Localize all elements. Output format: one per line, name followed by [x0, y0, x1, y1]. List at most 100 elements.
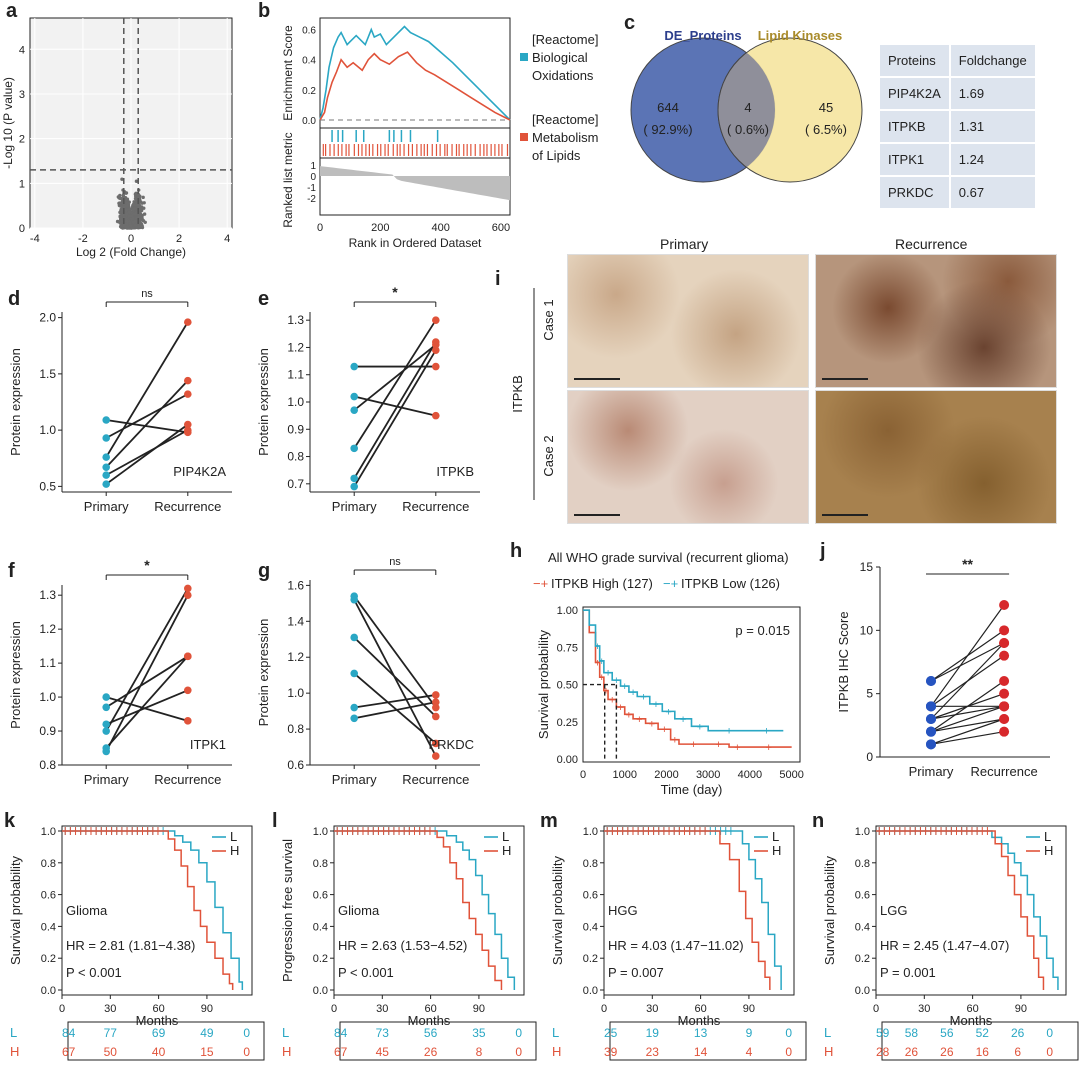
recurrence-point — [999, 600, 1010, 610]
y-tick-label: 0.0 — [855, 985, 870, 997]
table-cell: PIP4K2A — [880, 78, 949, 109]
table-row: PIP4K2A 1.69 — [880, 78, 1035, 109]
risk-table-cell-l: 59 — [876, 1026, 890, 1040]
legend-marker-low: −+ — [663, 576, 678, 591]
legend-label-l: L — [230, 829, 237, 844]
recurrence-point — [184, 420, 192, 429]
recurrence-point — [432, 691, 440, 699]
recurrence-point — [432, 698, 440, 706]
x-tick-label: 1000 — [612, 769, 636, 781]
primary-point — [350, 444, 359, 453]
y-tick-label: -1 — [307, 183, 316, 194]
recurrence-point — [432, 752, 440, 760]
venn-overlap — [717, 38, 775, 182]
y-axis-label: -Log 10 (P value) — [1, 77, 15, 169]
risk-table-cell-h: 4 — [746, 1045, 753, 1059]
p-value: P = 0.007 — [608, 965, 664, 980]
censor-mark: + — [665, 706, 671, 718]
km-curve-l — [876, 830, 1059, 990]
risk-table-cell-h: 26 — [424, 1045, 438, 1059]
y-tick-label: 0.2 — [583, 953, 598, 965]
volcano-point — [128, 207, 132, 211]
y-tick-label: 0.8 — [287, 722, 304, 736]
legend-text: Oxidations — [532, 68, 594, 83]
risk-table-cell-h: 45 — [376, 1045, 390, 1059]
foldchange-table: Proteins Foldchange PIP4K2A 1.69 ITPKB 1.31… — [878, 43, 1037, 210]
volcano-point — [120, 177, 124, 181]
x-axis-label: Months — [136, 1013, 179, 1028]
ihc-row-label: Case 1 — [541, 299, 556, 340]
table-cell: 1.69 — [950, 78, 1035, 109]
y-tick-label: 0.2 — [313, 953, 328, 965]
recurrence-point — [184, 428, 192, 437]
censor-mark: + — [636, 714, 642, 726]
significance-label: ** — [962, 556, 973, 572]
km-frame — [61, 825, 253, 996]
km-curve-l — [604, 830, 782, 990]
primary-point — [102, 471, 110, 479]
x-tick-label: -2 — [78, 233, 88, 245]
primary-point — [926, 726, 936, 737]
y-tick-label: 1.5 — [39, 367, 56, 381]
table-cell: ITPKB — [880, 111, 949, 142]
y-tick-label: 1.3 — [39, 588, 56, 602]
risk-table-cell-h: 26 — [905, 1045, 919, 1059]
pair-line — [353, 599, 437, 757]
censor-mark: + — [630, 687, 636, 699]
x-tick-label: Primary — [909, 764, 954, 779]
censor-mark: + — [672, 735, 678, 747]
primary-point — [102, 727, 110, 735]
recurrence-point — [432, 362, 440, 371]
x-tick-label: 200 — [371, 222, 389, 234]
legend-low: ITPKB Low (126) — [681, 576, 780, 591]
risk-table-row-label-l: L — [824, 1025, 831, 1040]
x-tick-label: 4000 — [738, 769, 762, 781]
x-tick-label: Primary — [84, 772, 129, 787]
y-tick-label: 0.6 — [583, 890, 598, 902]
risk-table-row-label-l: L — [552, 1025, 559, 1040]
venn-percent: ( 6.5%) — [805, 122, 847, 137]
x-tick-label: 0 — [317, 222, 323, 234]
ihc-row-label: Case 2 — [541, 435, 556, 476]
primary-point — [350, 482, 359, 491]
ihc-image-case2-recurrence — [815, 390, 1057, 524]
y-tick-label: 15 — [860, 560, 874, 574]
recurrence-point — [432, 739, 440, 748]
km-curve-low — [583, 609, 784, 732]
y-tick-label: 0.4 — [313, 921, 328, 933]
risk-table-cell-l: 0 — [515, 1026, 522, 1040]
table-header-cell: Foldchange — [950, 45, 1035, 76]
primary-point — [102, 453, 110, 461]
risk-table-cell-l: 9 — [746, 1026, 753, 1040]
primary-point — [350, 406, 359, 414]
primary-point — [102, 720, 110, 729]
risk-table-cell-h: 0 — [1046, 1045, 1053, 1059]
recurrence-point — [432, 316, 440, 324]
y-tick-label: 0.0 — [41, 985, 56, 997]
x-tick-label: Recurrence — [402, 499, 469, 514]
primary-point — [102, 434, 110, 442]
risk-table-cell-l: 56 — [940, 1026, 954, 1040]
km-frame — [333, 825, 525, 996]
ihc-image-case1-recurrence — [815, 254, 1057, 388]
pair-line — [930, 731, 1005, 745]
y-tick-label: 0.0 — [313, 985, 328, 997]
scale-bar — [574, 378, 620, 380]
pair-line — [105, 423, 189, 485]
venn-count: 45 — [819, 100, 833, 115]
risk-table-cell-h: 0 — [515, 1045, 522, 1059]
gene-label: ITPKB — [436, 464, 474, 479]
x-tick-label: Primary — [332, 772, 377, 787]
legend-text: of Lipids — [532, 148, 581, 163]
y-tick-label: 1.0 — [39, 690, 56, 704]
y-axis-label: Survival probability — [536, 629, 551, 739]
y-tick-label: 0.4 — [302, 56, 316, 67]
es-line-biological-oxidations — [319, 25, 511, 121]
ihc-col-label-recurrence: Recurrence — [895, 236, 968, 252]
censor-mark: + — [661, 724, 667, 736]
y-tick-label: 1.0 — [41, 826, 56, 838]
km-curve-h — [604, 830, 771, 990]
risk-table-frame — [339, 1021, 537, 1061]
panel-label-k: k — [4, 810, 16, 832]
y-tick-label: 0.4 — [583, 921, 598, 933]
